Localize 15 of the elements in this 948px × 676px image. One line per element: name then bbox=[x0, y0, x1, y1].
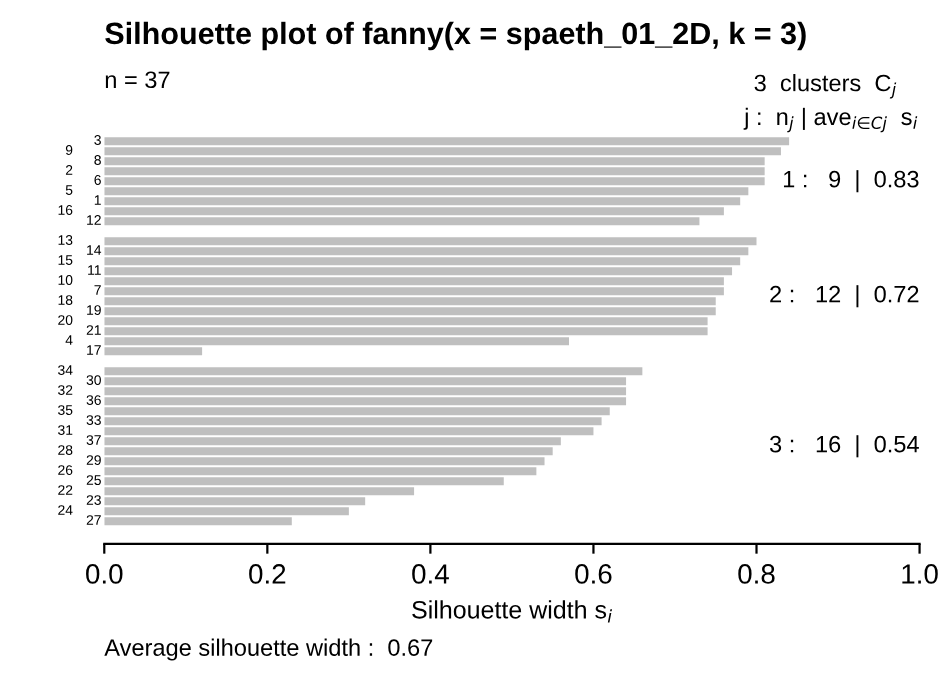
x-tick-label: 1.0 bbox=[902, 564, 938, 584]
annotation: 2 : 12 | 0.72 bbox=[770, 285, 919, 308]
x-axis-title: Silhouette width s$_{i}$ bbox=[412, 600, 613, 623]
text: n = 37 bbox=[105, 71, 170, 89]
x-tick-label: 0.6 bbox=[575, 564, 612, 584]
x-tick-label: 0.8 bbox=[738, 564, 775, 584]
text: j : n$_{j}$ | ave$_{i∈Cj}$ s$_{i}$ bbox=[743, 107, 918, 133]
chart-title: Silhouette plot of fanny(x = spaeth_01_2D, k = 3) bbox=[105, 21, 806, 51]
x-tick-label: 0.0 bbox=[86, 564, 123, 584]
annotation: 1 : 9 | 0.83 bbox=[783, 170, 919, 193]
annotation: 3 : 16 | 0.54 bbox=[769, 435, 919, 458]
x-tick-label: 0.2 bbox=[249, 564, 286, 584]
text: Average silhouette width : 0.67 bbox=[104, 638, 433, 661]
x-tick-label: 0.4 bbox=[412, 564, 449, 584]
text: 3 clusters C$_{j}$ bbox=[754, 74, 897, 99]
